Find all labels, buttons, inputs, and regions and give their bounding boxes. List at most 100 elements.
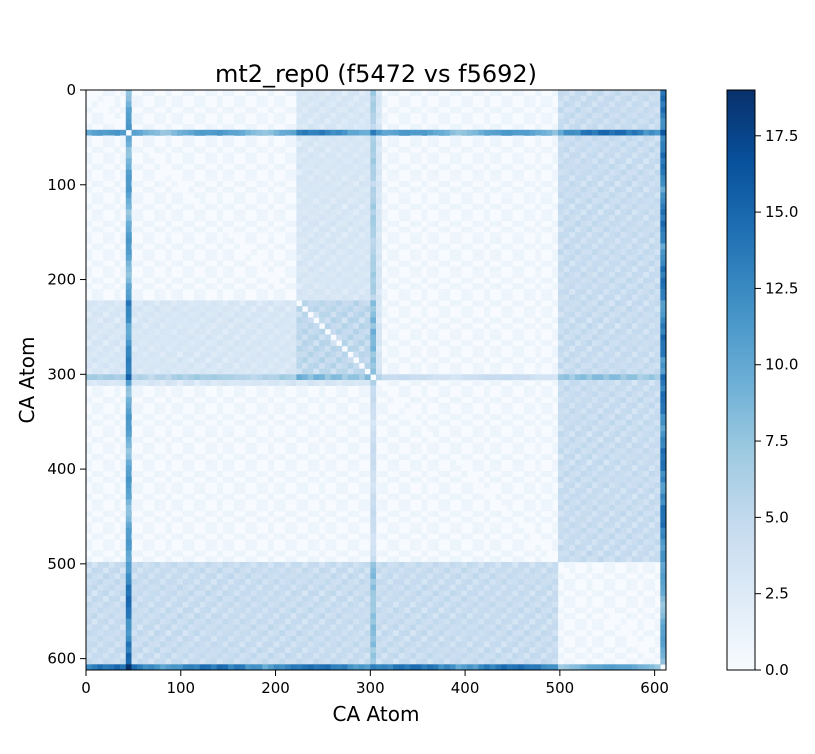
heatmap-cell — [137, 368, 144, 375]
heatmap-cell — [660, 107, 667, 114]
heatmap-cell — [353, 129, 360, 136]
heatmap-cell — [654, 237, 661, 244]
heatmap-cell — [393, 459, 400, 466]
heatmap-cell — [324, 215, 331, 222]
heatmap-cell — [637, 442, 644, 449]
heatmap-cell — [535, 459, 542, 466]
heatmap-cell — [631, 380, 638, 386]
heatmap-cell — [358, 203, 365, 210]
heatmap-cell — [262, 488, 269, 495]
heatmap-cell — [376, 345, 382, 352]
heatmap-cell — [137, 243, 144, 250]
heatmap-cell — [330, 266, 337, 273]
heatmap-cell — [199, 209, 206, 216]
heatmap-cell — [546, 289, 553, 296]
heatmap-cell — [125, 436, 132, 443]
heatmap-cell — [313, 175, 320, 182]
heatmap-cell — [296, 209, 303, 216]
heatmap-cell — [563, 215, 570, 222]
heatmap-cell — [216, 192, 223, 199]
heatmap-cell — [557, 135, 564, 142]
heatmap-cell — [262, 340, 269, 347]
heatmap-cell — [569, 306, 576, 313]
heatmap-cell — [330, 129, 337, 136]
heatmap-cell — [631, 482, 638, 489]
heatmap-cell — [290, 124, 297, 131]
heatmap-cell — [239, 385, 246, 392]
heatmap-cell — [353, 220, 360, 227]
heatmap-cell — [296, 180, 303, 187]
heatmap-cell — [336, 408, 343, 415]
heatmap-cell — [364, 124, 371, 131]
heatmap-cell — [597, 107, 604, 114]
heatmap-cell — [489, 368, 496, 375]
heatmap-cell — [279, 146, 286, 153]
heatmap-cell — [205, 129, 212, 136]
heatmap-cell — [535, 158, 542, 165]
heatmap-cell — [393, 220, 400, 227]
heatmap-cell — [370, 124, 377, 131]
heatmap-cell — [199, 260, 206, 267]
heatmap-cell — [341, 289, 348, 296]
heatmap-cell — [114, 334, 121, 341]
heatmap-cell — [506, 385, 513, 392]
heatmap-cell — [461, 453, 468, 460]
heatmap-cell — [455, 90, 462, 96]
heatmap-cell — [472, 186, 479, 193]
heatmap-cell — [250, 368, 257, 375]
heatmap-cell — [142, 220, 149, 227]
heatmap-cell — [563, 203, 570, 210]
heatmap-cell — [376, 129, 382, 136]
heatmap-cell — [614, 226, 621, 233]
heatmap-cell — [614, 436, 621, 443]
heatmap-cell — [575, 266, 582, 273]
heatmap-cell — [347, 243, 354, 250]
heatmap-cell — [336, 385, 343, 392]
heatmap-cell — [478, 237, 485, 244]
heatmap-cell — [654, 209, 661, 216]
heatmap-cell — [660, 442, 667, 449]
heatmap-cell — [176, 482, 183, 489]
heatmap-cell — [159, 323, 166, 330]
heatmap-cell — [626, 107, 633, 114]
heatmap-cell — [620, 380, 627, 386]
heatmap-cell — [370, 442, 377, 449]
heatmap-cell — [393, 374, 400, 381]
heatmap-cell — [557, 442, 564, 449]
heatmap-cell — [563, 277, 570, 284]
heatmap-cell — [239, 488, 246, 495]
heatmap-cell — [103, 300, 110, 307]
heatmap-cell — [239, 277, 246, 284]
heatmap-cell — [341, 118, 348, 125]
heatmap-cell — [154, 209, 161, 216]
heatmap-cell — [557, 180, 564, 187]
heatmap-cell — [484, 209, 491, 216]
heatmap-cell — [330, 465, 337, 472]
heatmap-cell — [103, 254, 110, 261]
heatmap-cell — [97, 345, 104, 352]
heatmap-cell — [341, 368, 348, 375]
heatmap-cell — [387, 186, 394, 193]
heatmap-cell — [660, 271, 667, 278]
heatmap-cell — [654, 442, 661, 449]
heatmap-cell — [341, 300, 348, 307]
heatmap-cell — [188, 476, 195, 483]
heatmap-cell — [341, 283, 348, 290]
heatmap-cell — [495, 141, 502, 148]
heatmap-cell — [478, 345, 485, 352]
heatmap-cell — [125, 289, 132, 296]
heatmap-cell — [239, 362, 246, 369]
heatmap-cell — [245, 90, 252, 96]
heatmap-cell — [188, 237, 195, 244]
heatmap-cell — [597, 209, 604, 216]
heatmap-cell — [614, 300, 621, 307]
heatmap-cell — [432, 300, 439, 307]
heatmap-cell — [631, 283, 638, 290]
heatmap-cell — [290, 237, 297, 244]
heatmap-cell — [182, 271, 189, 278]
heatmap-cell — [364, 436, 371, 443]
heatmap-cell — [489, 203, 496, 210]
heatmap-cell — [654, 368, 661, 375]
heatmap-cell — [336, 334, 343, 341]
heatmap-cell — [239, 215, 246, 222]
